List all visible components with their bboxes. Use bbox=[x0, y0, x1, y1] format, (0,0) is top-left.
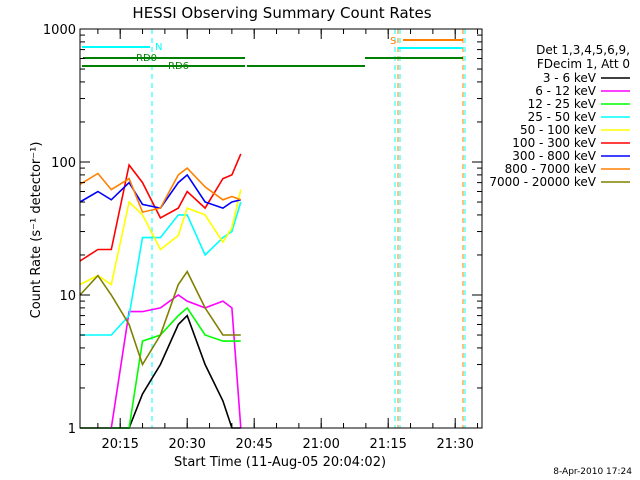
plot-frame bbox=[79, 28, 483, 429]
series-line-5 bbox=[79, 153, 242, 262]
legend-header-line-1: Det 1,3,4,5,6,9, bbox=[536, 43, 630, 57]
legend-entry-label: 300 - 800 keV bbox=[512, 149, 596, 163]
legend-entry-label: 100 - 300 keV bbox=[512, 136, 596, 150]
y-axis-label: Count Rate (s⁻¹ detector⁻¹) bbox=[29, 142, 44, 319]
annotation-rd0-label: RD0 bbox=[136, 53, 157, 64]
x-axis-label: Start Time (11-Aug-05 20:04:02) bbox=[174, 455, 386, 470]
legend-entry-label: 7000 - 20000 keV bbox=[489, 175, 596, 189]
chart-title: HESSI Observing Summary Count Rates bbox=[132, 4, 431, 22]
x-tick-label: 20:15 bbox=[101, 437, 138, 452]
y-tick-label: 1 bbox=[68, 422, 76, 437]
series-line-1 bbox=[80, 294, 242, 429]
legend-entry-label: 6 - 12 keV bbox=[535, 84, 597, 98]
legend-entry-label: 3 - 6 keV bbox=[543, 71, 597, 85]
legend: Det 1,3,4,5,6,9, FDecim 1, Att 0 3 - 6 k… bbox=[489, 43, 630, 189]
y-tick-label: 100 bbox=[51, 156, 76, 171]
axes: 1 10 100 1000 20:15 20:30 20:45 21:00 21:15 21:30 bbox=[43, 23, 483, 452]
series-line-8 bbox=[79, 270, 241, 367]
generation-timestamp: 8-Apr-2010 17:24 bbox=[553, 467, 632, 477]
x-tick-label: 21:15 bbox=[369, 437, 406, 452]
x-tick-label: 20:45 bbox=[235, 437, 272, 452]
series-line-6 bbox=[79, 173, 241, 209]
x-tick-label: 21:00 bbox=[302, 437, 339, 452]
series-line-3 bbox=[80, 201, 242, 336]
y-tick-label: 1000 bbox=[43, 23, 76, 38]
annotation-s-label: S bbox=[390, 36, 396, 47]
legend-entry-label: 800 - 7000 keV bbox=[505, 162, 597, 176]
x-tick-label: 20:30 bbox=[168, 437, 205, 452]
x-tick-label: 21:30 bbox=[436, 437, 473, 452]
legend-entry-label: 50 - 100 keV bbox=[520, 123, 597, 137]
legend-entry-label: 12 - 25 keV bbox=[528, 97, 597, 111]
legend-entry-label: 25 - 50 keV bbox=[528, 110, 597, 124]
legend-header-line-2: FDecim 1, Att 0 bbox=[537, 57, 630, 71]
annotation-rd6-label: RD6 bbox=[168, 61, 189, 72]
y-tick-label: 10 bbox=[59, 289, 76, 304]
series-line-4 bbox=[79, 189, 242, 286]
series-line-7 bbox=[79, 167, 242, 214]
annotation-n-label: N bbox=[155, 42, 162, 53]
